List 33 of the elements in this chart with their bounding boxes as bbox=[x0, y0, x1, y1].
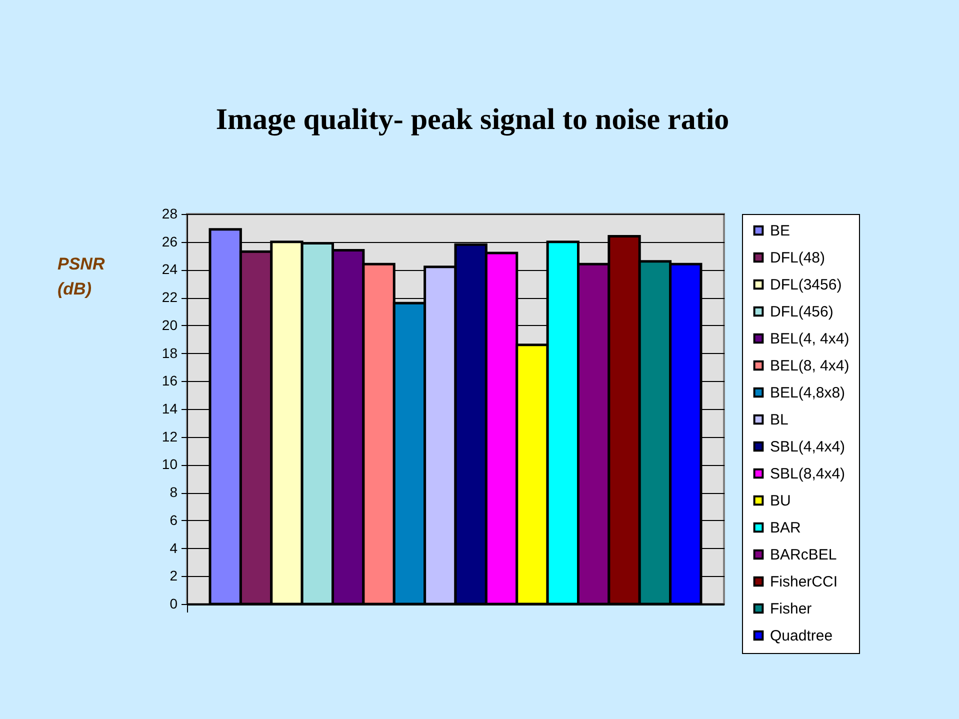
legend-label: BEL(4,8x8) bbox=[770, 384, 846, 402]
legend-label: DFL(456) bbox=[770, 304, 834, 320]
legend-label: FisherCCI bbox=[770, 574, 838, 590]
legend-label: BAR bbox=[770, 520, 802, 536]
y-tick-label: 2 bbox=[170, 568, 178, 584]
y-tick-label: 4 bbox=[170, 540, 178, 556]
chart-title: Image quality- peak signal to noise ratio bbox=[216, 103, 730, 136]
legend-label: Quadtree bbox=[770, 628, 833, 644]
y-tick-label: 28 bbox=[162, 206, 178, 222]
legend-label: DFL(3456) bbox=[770, 276, 842, 294]
legend-label: DFL(48) bbox=[770, 250, 826, 266]
y-tick-label: 26 bbox=[162, 233, 178, 250]
legend-label: BEL(4, 4x4) bbox=[770, 330, 850, 348]
legend-label: BARcBEL bbox=[770, 546, 837, 564]
y-tick-label: 0 bbox=[170, 596, 178, 612]
y-tick-label: 18 bbox=[162, 344, 178, 361]
y-tick-label: 22 bbox=[162, 289, 178, 306]
y-tick-label: 20 bbox=[162, 316, 178, 333]
legend-label: BE bbox=[770, 222, 790, 240]
legend-label: SBL(8,4x4) bbox=[770, 466, 846, 482]
legend-label: BEL(8, 4x4) bbox=[770, 358, 850, 374]
y-axis-title: PSNR (dB) bbox=[58, 254, 106, 298]
y-tick-label: 8 bbox=[170, 484, 178, 500]
y-tick-label: 16 bbox=[162, 372, 178, 389]
legend-label: Fisher bbox=[770, 600, 812, 618]
legend-label: SBL(4,4x4) bbox=[770, 438, 846, 456]
y-tick-label: 24 bbox=[162, 261, 178, 278]
y-tick-label: 6 bbox=[170, 512, 178, 528]
legend-label: BL bbox=[770, 412, 788, 428]
legend-label: BU bbox=[770, 492, 791, 510]
y-tick-label: 12 bbox=[162, 428, 178, 444]
y-tick-label: 10 bbox=[162, 456, 178, 472]
y-tick-label: 14 bbox=[162, 400, 178, 416]
